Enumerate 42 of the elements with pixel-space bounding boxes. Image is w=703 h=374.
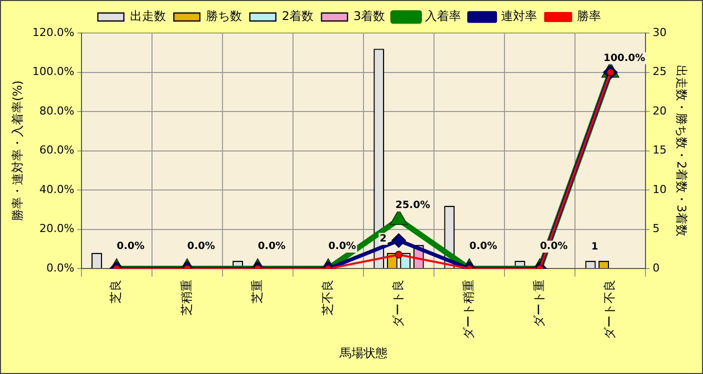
y2-axis-title: 出走数・勝ち数・2着数・3着数: [674, 65, 689, 236]
data-label: 2: [380, 233, 387, 244]
y2-tick-label: 20: [652, 104, 667, 118]
data-label: 1: [591, 241, 598, 252]
y-tick-label: 120.0%: [32, 26, 74, 39]
y-axis-title: 勝率・連対率・入着率(%): [10, 80, 24, 222]
y2-tick-label: 5: [652, 222, 660, 236]
y-tick-label: 20.0%: [39, 222, 74, 236]
legend-label: 2着数: [282, 9, 314, 24]
y-tick-label: 40.0%: [39, 182, 74, 196]
x-tick-label: 芝不良: [320, 280, 334, 316]
x-axis-title: 馬場状態: [338, 346, 388, 360]
x-tick-label: 芝稍重: [179, 280, 194, 316]
data-label: 0.0%: [116, 241, 144, 252]
x-tick-label: 芝重: [250, 280, 264, 304]
legend-label: 出走数: [130, 9, 166, 24]
legend-label: 勝率: [577, 9, 602, 24]
y-tick-label: 80.0%: [39, 104, 74, 118]
y2-tick-label: 30: [652, 26, 667, 39]
x-tick-label: ダート不良: [602, 280, 616, 340]
x-tick-label: ダート稍重: [461, 280, 476, 340]
legend-label: 3着数: [354, 9, 386, 24]
y-tick-label: 60.0%: [39, 144, 74, 157]
y2-tick-label: 0: [652, 261, 660, 274]
data-label: 100.0%: [604, 52, 646, 64]
x-tick-label: 芝良: [108, 280, 123, 304]
x-tick-label: ダート重: [532, 280, 546, 328]
y2-tick-label: 10: [652, 182, 667, 196]
data-label: 0.0%: [258, 241, 286, 252]
y2-tick-label: 25: [652, 65, 667, 78]
legend-label: 勝ち数: [206, 9, 242, 24]
data-label: 0.0%: [540, 241, 568, 252]
y-tick-label: 100.0%: [32, 65, 74, 78]
legend-label: 連対率: [501, 9, 538, 24]
data-label: 0.0%: [187, 241, 216, 252]
legend-label: 入着率: [425, 9, 462, 24]
y-tick-label: 0.0%: [46, 261, 74, 274]
data-label: 0.0%: [328, 241, 356, 252]
data-label: 0.0%: [469, 241, 498, 252]
x-tick-label: ダート良: [390, 280, 405, 328]
data-label: 25.0%: [395, 200, 430, 212]
y2-tick-label: 15: [652, 144, 667, 157]
